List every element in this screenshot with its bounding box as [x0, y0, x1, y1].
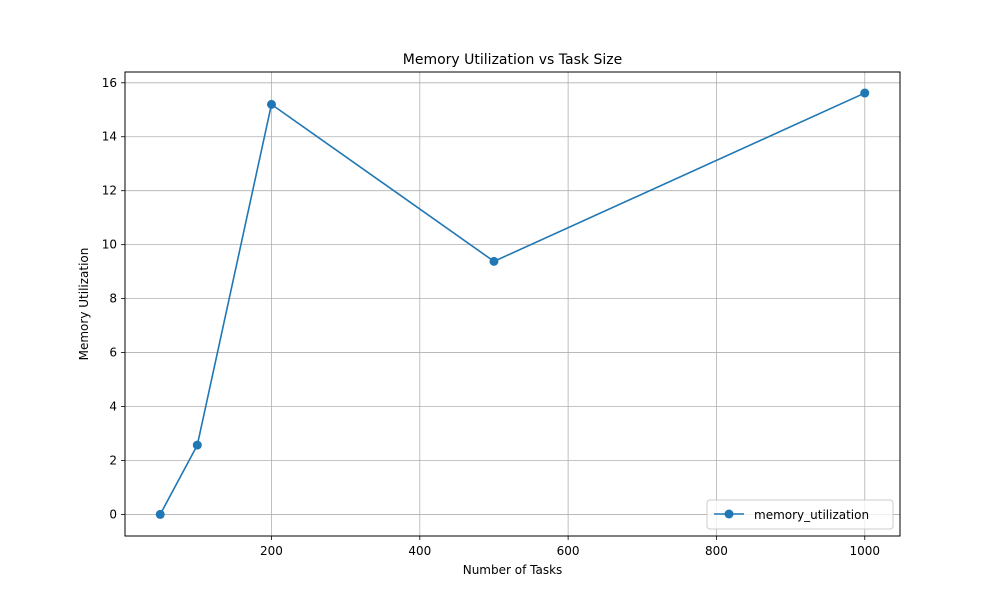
y-axis-ticks: 0 2 4 6 8 10 12 14 16: [102, 76, 125, 521]
x-tick-label: 600: [557, 544, 580, 558]
data-point: [266, 99, 276, 109]
y-tick-label: 14: [102, 130, 117, 144]
y-tick-label: 2: [109, 453, 117, 467]
legend-label: memory_utilization: [754, 508, 869, 522]
data-point: [155, 509, 165, 519]
x-axis-title: Number of Tasks: [463, 563, 563, 577]
chart-title: Memory Utilization vs Task Size: [403, 52, 622, 68]
x-tick-label: 200: [260, 544, 283, 558]
data-point: [489, 256, 499, 266]
y-tick-label: 6: [109, 346, 117, 360]
legend-box: [706, 499, 894, 530]
y-tick-label: 0: [109, 507, 117, 521]
data-point: [860, 88, 870, 98]
plot-area-frame: [124, 71, 901, 537]
y-tick-label: 8: [109, 292, 117, 306]
series-layer: [155, 88, 870, 519]
x-tick-label: 1000: [849, 544, 880, 558]
x-tick-label: 400: [408, 544, 431, 558]
grid-lines: [125, 72, 900, 536]
data-point: [192, 440, 202, 450]
legend: memory_utilization: [706, 499, 894, 530]
legend-marker-swatch: [724, 509, 734, 519]
x-tick-label: 800: [705, 544, 728, 558]
y-tick-label: 4: [109, 400, 117, 414]
y-axis-title: Memory Utilization: [77, 248, 91, 361]
x-axis-ticks: 200 400 600 800 1000: [260, 536, 880, 558]
y-tick-label: 16: [102, 76, 117, 90]
y-tick-label: 12: [102, 184, 117, 198]
y-tick-label: 10: [102, 238, 117, 252]
